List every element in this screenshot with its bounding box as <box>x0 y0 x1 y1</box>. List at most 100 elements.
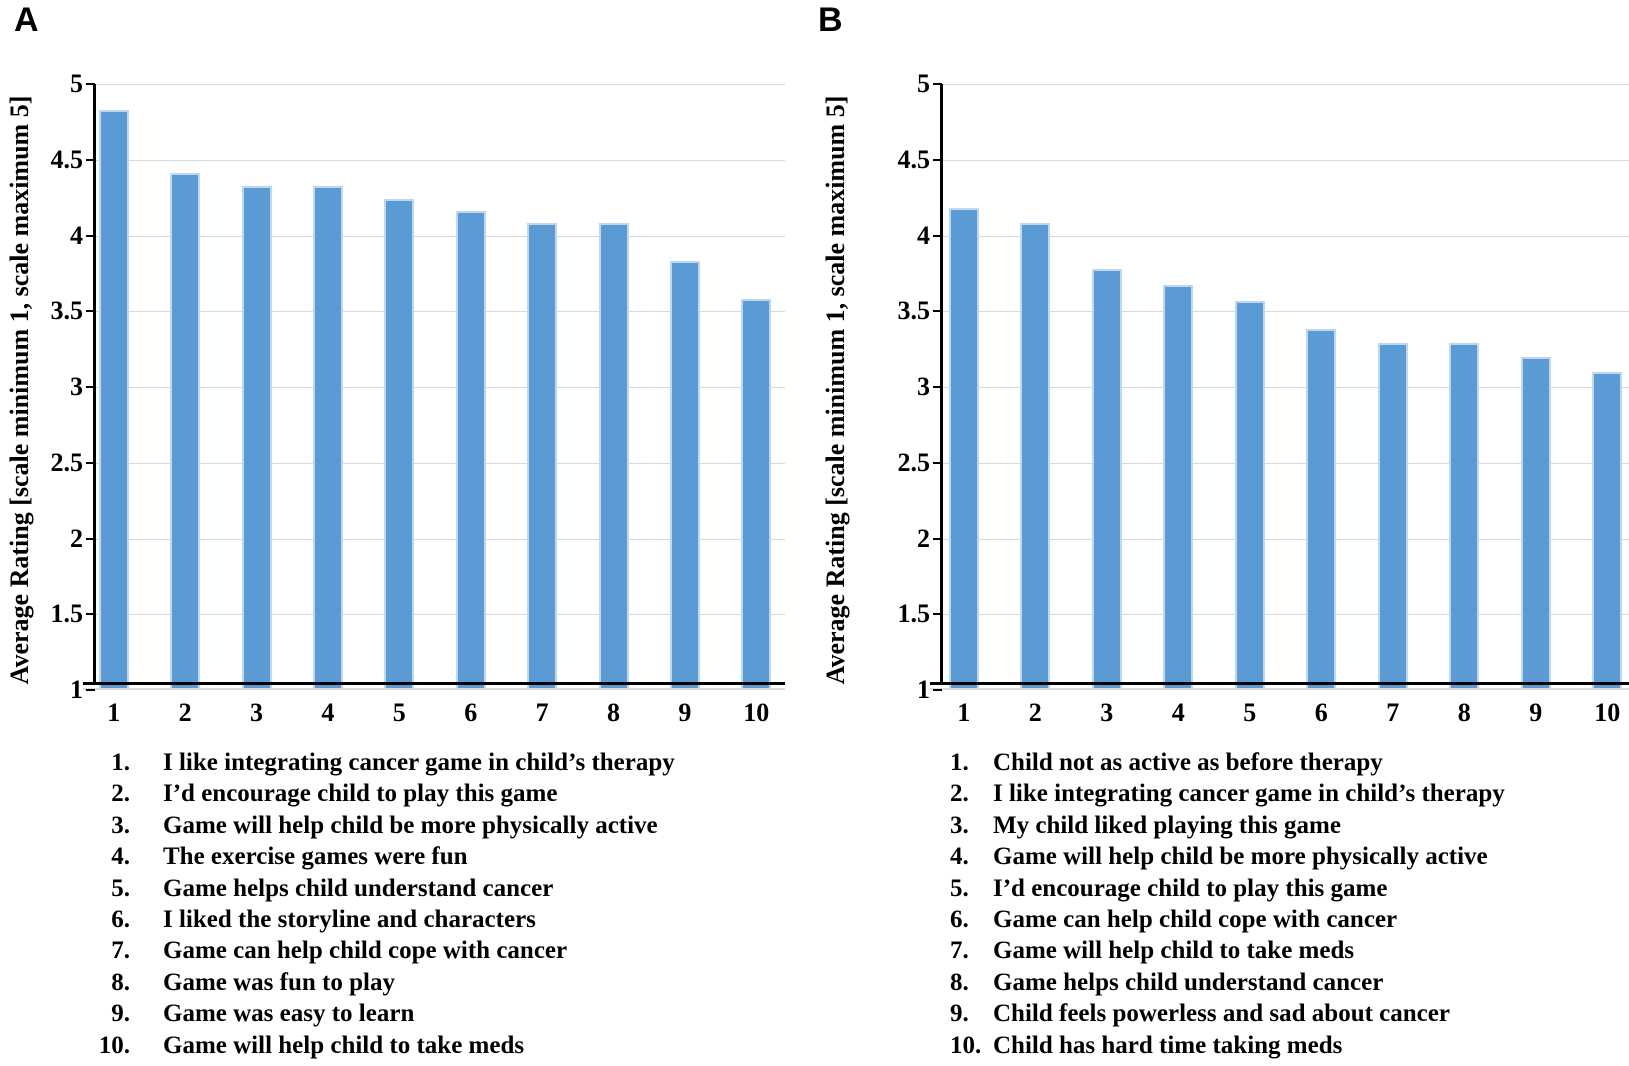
y-tick-mark <box>933 158 942 161</box>
x-tick-label: 8 <box>1457 698 1471 727</box>
x-tick-label: 6 <box>1314 698 1328 727</box>
x-tick-label: 1 <box>957 698 971 727</box>
bar-A-5 <box>384 199 415 688</box>
y-tick-label: 1 <box>917 675 930 704</box>
bar-B-6 <box>1306 329 1337 688</box>
panel-b-y-axis-title: Average Rating [scale minimum 1, scale m… <box>821 95 850 685</box>
statement-item: 10. Child has hard time taking meds <box>0 1030 1629 1061</box>
x-tick-label: 6 <box>464 698 478 727</box>
x-tick-label: 8 <box>606 698 620 727</box>
x-tick-label: 7 <box>1386 698 1400 727</box>
gridline <box>95 538 785 540</box>
gridline <box>942 235 1629 237</box>
statement-text: The exercise games were fun <box>163 843 468 871</box>
y-tick-mark <box>86 310 95 313</box>
statement-item: 4. Game will help child be more physicall… <box>0 841 1629 872</box>
statement-text: My child liked playing this game <box>993 811 1341 839</box>
y-tick-mark <box>86 83 95 85</box>
statement-text: Game can help child cope with cancer <box>163 937 568 965</box>
gridline <box>942 311 1629 313</box>
gridline <box>95 235 785 237</box>
gridline <box>95 462 785 464</box>
statement-number: 7. <box>950 937 969 965</box>
bar-B-9 <box>1520 356 1551 688</box>
bar-A-6 <box>455 211 486 688</box>
y-tick-mark <box>86 537 95 540</box>
y-tick-label: 4.5 <box>897 144 931 174</box>
y-tick-label: 1.5 <box>50 599 84 629</box>
bar-A-9 <box>669 261 700 688</box>
bar-A-8 <box>598 223 629 688</box>
bar-B-5 <box>1234 300 1265 688</box>
statement-text: Game was easy to learn <box>163 1000 415 1028</box>
y-tick-mark <box>86 158 95 161</box>
y-tick-label: 4 <box>70 220 83 250</box>
y-tick-mark <box>933 613 942 616</box>
statement-number: 4. <box>111 843 130 871</box>
statement-item: 9. Child feels powerless and sad about ca… <box>0 998 1629 1029</box>
statement-item: 9. Game was easy to learn <box>0 998 1629 1029</box>
y-tick-mark <box>933 461 942 464</box>
x-tick-label: 10 <box>743 698 770 727</box>
y-tick-mark <box>86 689 95 691</box>
gridline <box>942 538 1629 540</box>
gridline <box>942 159 1629 161</box>
bar-A-7 <box>527 223 558 688</box>
statement-item: 1. Child not as active as before therapy <box>0 747 1629 778</box>
x-tick-label: 7 <box>535 698 549 727</box>
statement-number: 9. <box>950 1000 969 1028</box>
bar-B-10 <box>1592 371 1623 688</box>
x-tick-label: 4 <box>321 698 335 727</box>
y-tick-label: 4.5 <box>50 144 84 174</box>
gridline <box>95 159 785 161</box>
x-tick-label: 5 <box>392 698 406 727</box>
y-tick-mark <box>933 689 942 691</box>
statement-text: I’d encourage child to play this game <box>163 780 558 808</box>
statement-item: 5. I’d encourage child to play this game <box>0 873 1629 904</box>
bar-A-3 <box>241 185 272 688</box>
gridline <box>95 84 785 85</box>
y-tick-label: 1 <box>70 675 83 704</box>
statement-text: I like integrating cancer game in child’… <box>163 749 675 776</box>
statement-number: 3. <box>111 811 130 839</box>
statement-text: Game will help child to take meds <box>993 937 1355 965</box>
x-tick-label: 3 <box>249 698 263 727</box>
x-axis-line <box>83 682 785 685</box>
statement-number: 10. <box>98 1031 130 1059</box>
y-axis-line <box>93 84 96 685</box>
statement-item: 8. Game helps child understand cancer <box>0 967 1629 998</box>
statement-number: 7. <box>111 937 130 965</box>
y-tick-label: 5 <box>917 69 930 98</box>
statement-text: Game was fun to play <box>163 968 395 996</box>
statement-number: 8. <box>111 968 130 996</box>
statement-text: Game will help child to take meds <box>163 1031 525 1059</box>
baseline-shadow-line <box>930 688 1629 690</box>
statement-text: Child has hard time taking meds <box>993 1031 1343 1059</box>
statement-text: Game will help child be more physically … <box>163 811 658 839</box>
y-tick-mark <box>933 234 942 237</box>
y-tick-label: 4 <box>917 220 930 250</box>
statement-number: 1. <box>111 749 130 776</box>
statement-item: 6. I liked the storyline and characters <box>0 904 1629 935</box>
statement-text: I’d encourage child to play this game <box>993 874 1388 902</box>
x-tick-label: 2 <box>178 698 192 727</box>
statement-text: I like integrating cancer game in child’… <box>993 780 1505 808</box>
panel-b-label: B <box>818 1 843 39</box>
bar-A-10 <box>741 299 772 688</box>
statement-text: Child feels powerless and sad about canc… <box>993 1000 1450 1028</box>
y-tick-label: 3.5 <box>50 296 84 326</box>
x-tick-label: 10 <box>1594 698 1621 727</box>
bar-B-7 <box>1377 343 1408 688</box>
y-tick-label: 5 <box>70 69 83 98</box>
statement-number: 1. <box>950 749 969 776</box>
y-tick-mark <box>86 234 95 237</box>
gridline <box>95 614 785 616</box>
y-tick-mark <box>933 386 942 388</box>
statement-item: 10. Game will help child to take meds <box>0 1030 1629 1061</box>
statement-item: 5. Game helps child understand cancer <box>0 873 1629 904</box>
y-tick-label: 2.5 <box>897 447 931 477</box>
